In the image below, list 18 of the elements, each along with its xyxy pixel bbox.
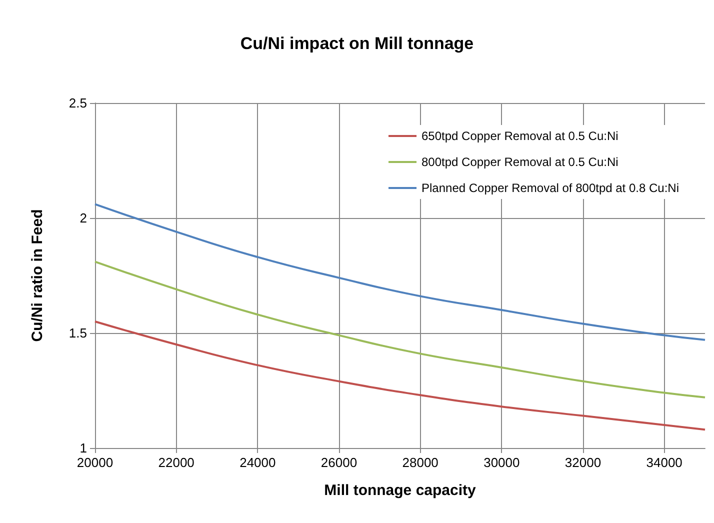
y-tick-label: 2.5 bbox=[68, 96, 87, 110]
x-tick-label: 22000 bbox=[158, 455, 194, 470]
x-tick-label: 20000 bbox=[76, 455, 114, 470]
legend-label: Planned Copper Removal of 800tpd at 0.8 Cu:Ni bbox=[422, 181, 680, 195]
x-tick-label: 32000 bbox=[564, 455, 602, 470]
y-tick-label: 1 bbox=[80, 440, 87, 456]
x-tick-label: 28000 bbox=[402, 455, 438, 470]
y-tick-label: 1.5 bbox=[68, 326, 87, 340]
y-axis-title: Cu/Ni ratio in Feed bbox=[29, 209, 46, 342]
x-tick-label: 24000 bbox=[240, 455, 276, 470]
y-tick-label: 2 bbox=[80, 210, 87, 226]
x-tick-label: 30000 bbox=[484, 455, 520, 470]
x-axis-title: Mill tonnage capacity bbox=[324, 482, 477, 499]
x-tick-label: 26000 bbox=[320, 455, 358, 470]
legend-label: 650tpd Copper Removal at 0.5 Cu:Ni bbox=[422, 129, 618, 143]
chart-title: Cu/Ni impact on Mill tonnage bbox=[240, 34, 474, 53]
legend-label: 800tpd Copper Removal at 0.5 Cu:Ni bbox=[422, 155, 618, 169]
x-tick-label: 34000 bbox=[646, 455, 682, 470]
